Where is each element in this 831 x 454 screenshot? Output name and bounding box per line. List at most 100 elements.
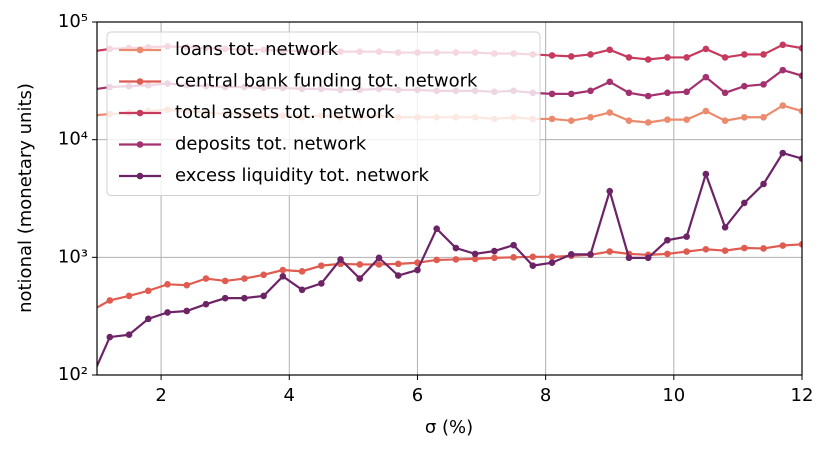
data-point [779, 66, 787, 74]
data-point [452, 244, 460, 252]
x-tick-label: 10 [662, 385, 685, 406]
legend-marker [136, 46, 144, 54]
y-tick-label: 10² [58, 364, 88, 385]
data-point [471, 255, 479, 263]
data-point [606, 187, 614, 195]
data-point [721, 247, 729, 254]
data-point [798, 72, 802, 79]
data-point [298, 286, 306, 294]
data-point [125, 331, 133, 339]
data-point [375, 254, 383, 262]
x-tick-label: 12 [791, 385, 814, 406]
data-point [548, 259, 556, 267]
data-point [241, 275, 248, 282]
data-point [491, 247, 498, 255]
data-point [260, 292, 267, 300]
data-point [741, 51, 748, 58]
data-point [760, 245, 767, 252]
data-point [606, 78, 614, 86]
data-point [87, 308, 94, 315]
data-point [702, 107, 710, 115]
legend-marker [136, 141, 144, 148]
data-point [683, 248, 690, 255]
y-tick-label: 10⁴ [58, 129, 88, 150]
data-point [664, 236, 671, 244]
data-point [510, 241, 517, 249]
y-axis-label: notional (monetary units) [15, 83, 36, 313]
data-point [221, 277, 229, 285]
data-point [798, 44, 802, 52]
data-point [279, 272, 287, 280]
data-point [106, 333, 114, 341]
data-point [721, 89, 729, 97]
data-point [721, 223, 729, 231]
x-tick-label: 6 [412, 385, 423, 406]
data-point [798, 107, 802, 115]
data-point [587, 87, 594, 95]
data-point [644, 119, 652, 126]
data-point [587, 51, 594, 58]
data-point [548, 52, 556, 59]
data-point [606, 46, 614, 54]
data-point [741, 113, 748, 121]
legend-label: deposits tot. network [175, 134, 367, 155]
data-point [202, 275, 210, 282]
data-point [664, 250, 671, 258]
legend-label: central bank funding tot. network [175, 71, 478, 92]
data-point [144, 315, 152, 323]
data-point [548, 253, 556, 261]
data-point [683, 54, 690, 61]
data-point [798, 155, 802, 162]
data-point [356, 275, 364, 282]
data-point [779, 41, 787, 49]
data-point [433, 225, 440, 233]
data-point [183, 307, 191, 315]
data-point [510, 254, 517, 261]
data-point [606, 109, 614, 116]
legend-marker [136, 109, 144, 117]
data-point [567, 90, 575, 98]
data-point [567, 117, 575, 124]
data-point [741, 199, 748, 207]
legend-marker [136, 78, 144, 85]
legend-box [106, 31, 541, 196]
data-point [664, 54, 671, 61]
data-point [779, 102, 787, 109]
data-point [625, 254, 633, 262]
data-point [394, 260, 402, 268]
data-point [202, 300, 210, 308]
x-tick-label: 4 [284, 385, 295, 406]
data-point [394, 272, 402, 279]
legend-label: loans tot. network [175, 39, 339, 60]
data-point [683, 88, 690, 96]
data-point [702, 73, 710, 81]
data-point [164, 280, 171, 288]
data-point [702, 246, 710, 253]
data-point [298, 268, 306, 275]
data-point [587, 251, 594, 258]
data-point [741, 82, 748, 90]
data-point [567, 251, 575, 258]
data-point [356, 261, 364, 268]
data-point [548, 115, 556, 123]
data-point [144, 287, 152, 295]
data-point [318, 262, 325, 269]
data-point [241, 294, 248, 302]
data-point [548, 90, 556, 98]
plot-frame [96, 21, 803, 376]
data-point [760, 113, 767, 121]
data-point [587, 113, 594, 121]
data-point [414, 266, 421, 274]
data-point [125, 292, 133, 300]
data-point [567, 53, 575, 60]
data-point [644, 92, 652, 100]
x-tick-label: 2 [155, 385, 166, 406]
y-tick-label: 10³ [58, 246, 88, 267]
data-point [683, 233, 690, 240]
data-point [625, 117, 633, 124]
data-point [87, 377, 94, 384]
data-point [471, 250, 479, 258]
data-point [721, 54, 729, 61]
legend-label: total assets tot. network [175, 102, 395, 123]
